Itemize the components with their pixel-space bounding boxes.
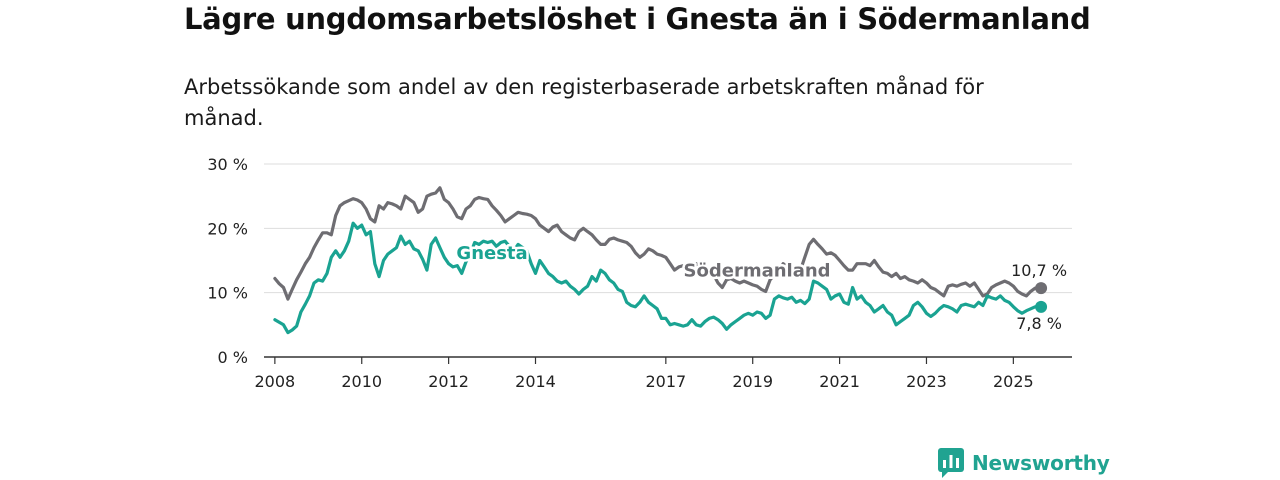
y-gridlines: [264, 163, 1072, 294]
series-name-label-sodermanland: Södermanland: [684, 261, 831, 282]
y-axis-tick-labels: 0 % 10 % 20 % 30 %: [207, 155, 248, 367]
series-endpoint-sodermanland: [1035, 282, 1048, 295]
series-lines: [273, 186, 1048, 335]
x-tick-label: 2025: [993, 372, 1034, 391]
series-labels: Gnesta Södermanland 10,7 % 7,8 %: [454, 241, 1069, 335]
x-axis: 2008 2010 2012 2014 2017 2019 2021 2023 2025: [255, 356, 1072, 391]
x-tick-label: 2010: [341, 372, 382, 391]
series-name-label-gnesta: Gnesta: [456, 243, 527, 264]
series-line-sodermanland: [273, 186, 1037, 301]
chart-title: Lägre ungdomsarbetslöshet i Gnesta än i …: [184, 2, 1091, 36]
x-tick-label: 2019: [732, 372, 773, 391]
chart-subtitle: Arbetssökande som andel av den registerb…: [184, 75, 984, 130]
newsworthy-logo: Newsworthy: [938, 448, 1110, 478]
x-tick-label: 2014: [515, 372, 556, 391]
x-tick-label: 2021: [819, 372, 860, 391]
x-tick-label: 2008: [255, 372, 296, 391]
y-tick-label: 20 %: [207, 219, 248, 238]
x-tick-label: 2023: [906, 372, 947, 391]
x-tick-label: 2017: [645, 372, 686, 391]
end-value-label-sodermanland: 10,7 %: [1011, 261, 1067, 280]
y-tick-label: 0 %: [218, 348, 248, 367]
end-value-label-gnesta: 7,8 %: [1016, 314, 1062, 333]
y-tick-label: 10 %: [207, 284, 248, 303]
series-endpoint-gnesta: [1035, 300, 1048, 313]
x-tick-label: 2012: [428, 372, 469, 391]
series-line-gnesta: [273, 221, 1037, 335]
brand-name: Newsworthy: [972, 451, 1110, 475]
newsworthy-icon: [938, 448, 964, 478]
y-tick-label: 30 %: [207, 155, 248, 174]
